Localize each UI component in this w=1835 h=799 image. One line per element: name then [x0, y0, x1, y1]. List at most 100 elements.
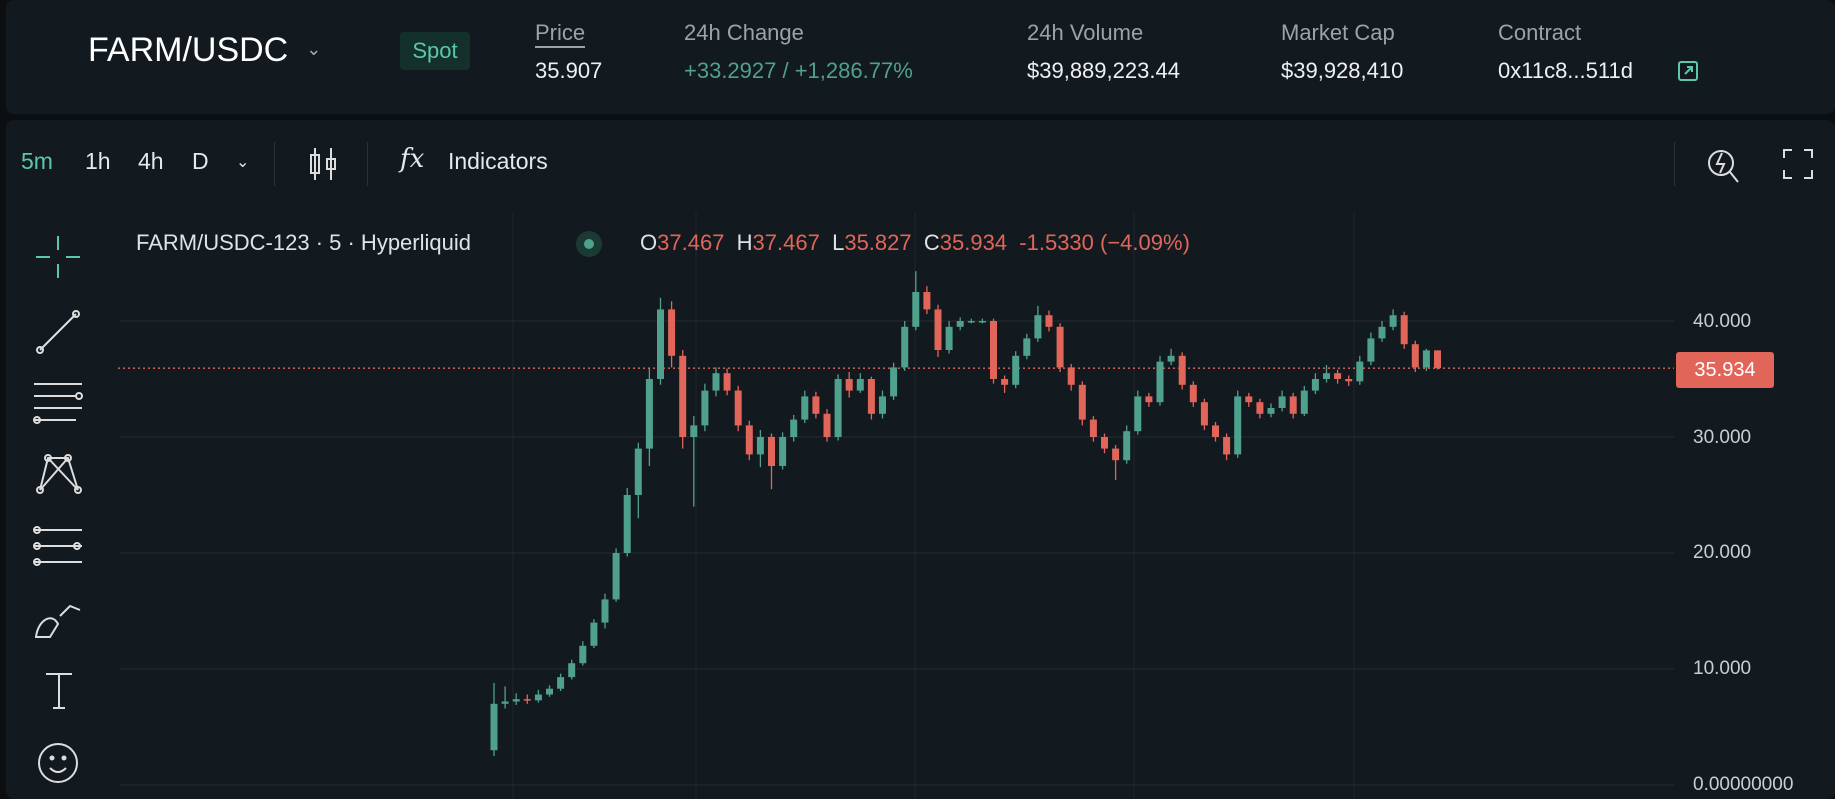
candle-body — [745, 425, 753, 455]
candle-body — [657, 309, 664, 379]
fullscreen-icon[interactable] — [1782, 148, 1814, 180]
candle-body — [1212, 425, 1219, 437]
candle-body — [1256, 402, 1264, 414]
candle-body — [1078, 384, 1086, 420]
candle-body — [1156, 361, 1164, 403]
candle-style-icon[interactable] — [306, 146, 340, 182]
candle-body — [1123, 431, 1131, 461]
pair-name: FARM/USDC — [88, 31, 289, 69]
y-tick: 10.000 — [1693, 658, 1752, 679]
external-link-icon[interactable] — [1677, 60, 1699, 82]
candle-body — [1400, 315, 1408, 345]
candle-body — [668, 309, 676, 356]
candle-body — [879, 396, 886, 414]
candle-body — [579, 645, 587, 664]
candle-body — [1300, 390, 1308, 414]
y-tick: 0.00000000 — [1693, 774, 1794, 795]
candle-body — [534, 694, 542, 701]
candle-body — [1434, 350, 1441, 369]
candle-body — [723, 373, 731, 391]
candle-body — [1089, 419, 1097, 437]
candle-body — [1001, 379, 1009, 385]
pair-selector[interactable]: FARM/USDC ⌄ — [88, 31, 321, 70]
chart-panel — [6, 120, 1835, 799]
candle-body — [790, 419, 798, 437]
interval-4h[interactable]: 4h — [138, 148, 164, 174]
chevron-down-icon: ⌄ — [306, 39, 322, 59]
volume-label: 24h Volume — [1027, 20, 1144, 45]
divider — [274, 142, 275, 186]
candle-body — [1189, 384, 1197, 403]
candle-body — [1034, 315, 1042, 339]
candle-body — [890, 367, 898, 397]
candle-body — [1323, 373, 1330, 379]
candle-body — [512, 699, 520, 702]
candle-body — [1112, 448, 1120, 461]
indicators-button[interactable]: Indicators — [448, 148, 548, 174]
interval-5m[interactable]: 5m — [21, 148, 53, 174]
candle-body — [1311, 379, 1319, 391]
ohlc-legend: O37.467 H37.467 L35.827 C35.934 -1.5330 … — [640, 230, 1190, 255]
candle-body — [812, 396, 820, 414]
candle-body — [1389, 315, 1397, 327]
candle-body — [1012, 355, 1020, 385]
market-cap-label: Market Cap — [1281, 20, 1395, 45]
candle-body — [856, 379, 864, 391]
contract-value[interactable]: 0x11c8...511d — [1498, 58, 1633, 83]
candle-body — [546, 688, 553, 695]
candle-body — [934, 309, 942, 350]
interval-chevron-down-icon[interactable]: ⌄ — [236, 154, 250, 171]
candle-body — [1367, 338, 1375, 362]
candle-body — [967, 321, 975, 323]
price-label: Price — [535, 20, 586, 48]
market-type-badge: Spot — [400, 32, 470, 70]
trend-line-icon[interactable] — [36, 310, 80, 354]
candle-body — [601, 599, 609, 623]
y-tick: 30.000 — [1693, 427, 1752, 448]
text-icon[interactable] — [46, 673, 72, 709]
candle-body — [1245, 396, 1253, 403]
candle-body — [1411, 344, 1419, 368]
candle-body — [712, 373, 720, 391]
candle-body — [1056, 326, 1064, 368]
candle-body — [701, 390, 709, 426]
change-value: +33.2927 / +1,286.77% — [684, 58, 913, 83]
fx-icon[interactable]: fx — [400, 144, 425, 174]
projection-icon[interactable] — [33, 526, 82, 566]
candle-body — [1101, 437, 1108, 449]
candle-body — [645, 379, 653, 449]
candle-body — [1278, 396, 1286, 408]
candle-body — [568, 663, 576, 678]
crosshair-icon[interactable] — [36, 236, 80, 278]
emoji-icon[interactable] — [38, 743, 78, 783]
candle-body — [1067, 367, 1075, 385]
candle-body — [1378, 326, 1386, 339]
interval-d[interactable]: D — [192, 148, 209, 174]
candle-body — [523, 699, 531, 701]
candle-body — [1356, 361, 1364, 382]
candle-body — [1289, 396, 1297, 414]
candle-body — [768, 437, 775, 466]
candle-body — [1334, 373, 1342, 379]
candle-body — [1200, 402, 1208, 426]
candle-body — [501, 701, 509, 704]
candle-body — [690, 425, 698, 437]
price-value: 35.907 — [535, 58, 603, 83]
candle-body — [734, 390, 742, 426]
market-status-indicator — [576, 231, 602, 257]
candle-body — [1178, 355, 1186, 385]
pattern-icon[interactable] — [36, 454, 82, 494]
interval-1h[interactable]: 1h — [85, 148, 111, 174]
y-tick: 40.000 — [1693, 311, 1752, 332]
candle-body — [612, 553, 620, 600]
quick-search-icon[interactable] — [1706, 145, 1740, 185]
candle-body — [557, 677, 565, 689]
market-cap-value: $39,928,410 — [1281, 58, 1404, 83]
market-header: FARM/USDC ⌄ Spot Price 35.907 24h Change … — [6, 0, 1835, 114]
candle-body — [590, 622, 598, 646]
candle-body — [867, 379, 875, 414]
fib-icon[interactable] — [33, 383, 83, 424]
brush-icon[interactable] — [34, 604, 81, 638]
candle-body — [901, 326, 909, 368]
